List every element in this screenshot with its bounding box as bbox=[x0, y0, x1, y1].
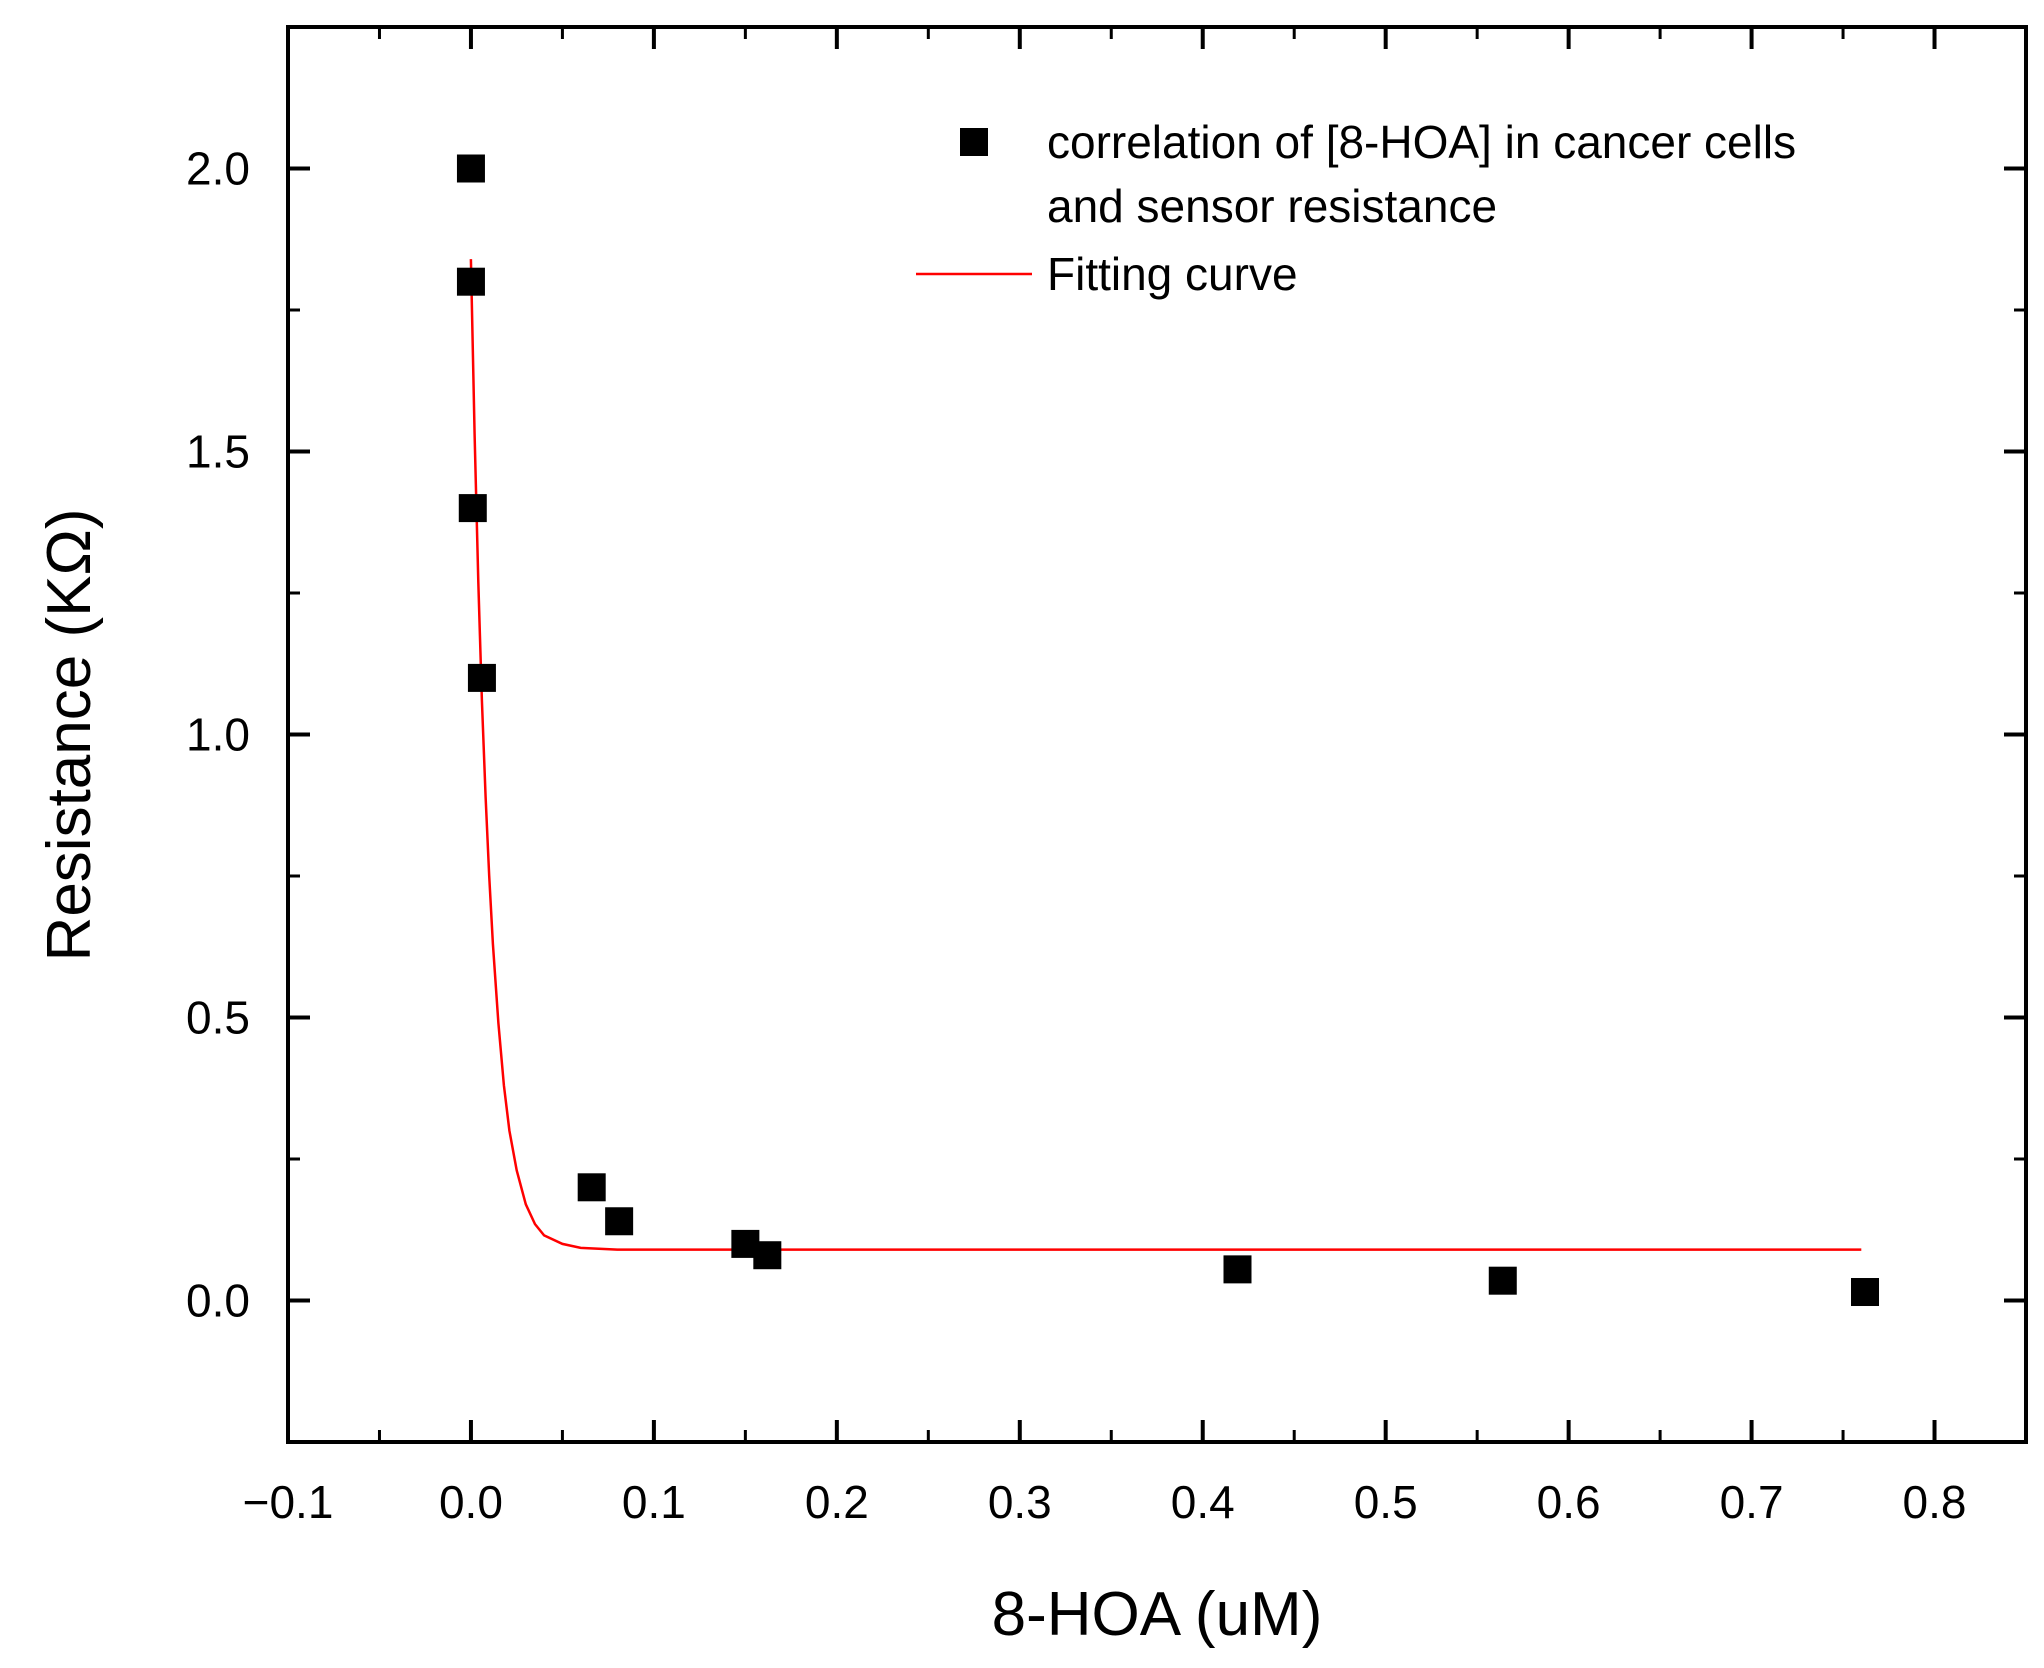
scatter-point bbox=[1851, 1278, 1880, 1307]
legend-label-fitting-curve: Fitting curve bbox=[1047, 248, 1298, 300]
fitting-curve-line bbox=[469, 259, 1862, 1251]
x-axis-ticks bbox=[286, 27, 1937, 1442]
x-tick-label: 0.3 bbox=[988, 1476, 1052, 1528]
scatter-point bbox=[456, 267, 485, 296]
scatter-point bbox=[1488, 1266, 1517, 1295]
scatter-point bbox=[458, 494, 487, 523]
scatter-point bbox=[605, 1207, 634, 1236]
y-tick-label: 2.0 bbox=[186, 143, 250, 195]
x-tick-label: 0.6 bbox=[1537, 1476, 1601, 1528]
y-tick-label: 0.5 bbox=[186, 992, 250, 1044]
legend: correlation of [8-HOA] in cancer cells a… bbox=[916, 116, 1796, 300]
x-axis-title: 8-HOA (uM) bbox=[992, 1580, 1323, 1649]
scatter-point bbox=[1223, 1255, 1252, 1284]
x-tick-label: 0.0 bbox=[439, 1476, 503, 1528]
x-tick-label: 0.5 bbox=[1354, 1476, 1418, 1528]
y-axis-tick-labels: 0.0 0.5 1.0 1.5 2.0 bbox=[186, 143, 250, 1327]
y-tick-label: 1.0 bbox=[186, 709, 250, 761]
plot-frame bbox=[286, 25, 2028, 1444]
legend-label-scatter-line1: correlation of [8-HOA] in cancer cells bbox=[1047, 116, 1796, 168]
x-tick-label: 0.8 bbox=[1903, 1476, 1967, 1528]
x-tick-label: 0.7 bbox=[1720, 1476, 1784, 1528]
x-tick-label: 0.1 bbox=[622, 1476, 686, 1528]
scatter-point bbox=[753, 1241, 782, 1270]
y-axis-ticks bbox=[288, 25, 2026, 1444]
y-tick-label: 0.0 bbox=[186, 1275, 250, 1327]
x-tick-label: 0.2 bbox=[805, 1476, 869, 1528]
legend-label-scatter-line2: and sensor resistance bbox=[1047, 180, 1497, 232]
y-tick-label: 1.5 bbox=[186, 426, 250, 478]
x-tick-label: −0.1 bbox=[243, 1476, 334, 1528]
scatter-series bbox=[456, 154, 1880, 1307]
legend-marker-scatter bbox=[960, 128, 988, 156]
scatter-point bbox=[456, 154, 485, 183]
scatter-point bbox=[577, 1173, 606, 1202]
fitting-curve-series bbox=[469, 259, 1862, 1251]
x-axis-tick-labels: −0.1 0.0 0.1 0.2 0.3 0.4 0.5 0.6 0.7 0.8 bbox=[243, 1476, 1967, 1528]
y-axis-title: Resistance (KΩ) bbox=[35, 509, 104, 962]
x-tick-label: 0.4 bbox=[1171, 1476, 1235, 1528]
scatter-point bbox=[467, 663, 496, 692]
